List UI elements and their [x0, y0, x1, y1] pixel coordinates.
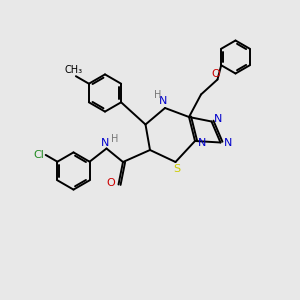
Text: H: H [111, 134, 118, 145]
Text: N: N [101, 137, 109, 148]
Text: H: H [154, 90, 161, 100]
Text: N: N [224, 137, 232, 148]
Text: O: O [212, 69, 220, 79]
Text: CH₃: CH₃ [64, 64, 82, 75]
Text: N: N [159, 96, 168, 106]
Text: O: O [106, 178, 116, 188]
Text: N: N [198, 137, 207, 148]
Text: N: N [214, 113, 222, 124]
Text: S: S [173, 164, 181, 174]
Text: Cl: Cl [34, 150, 44, 160]
